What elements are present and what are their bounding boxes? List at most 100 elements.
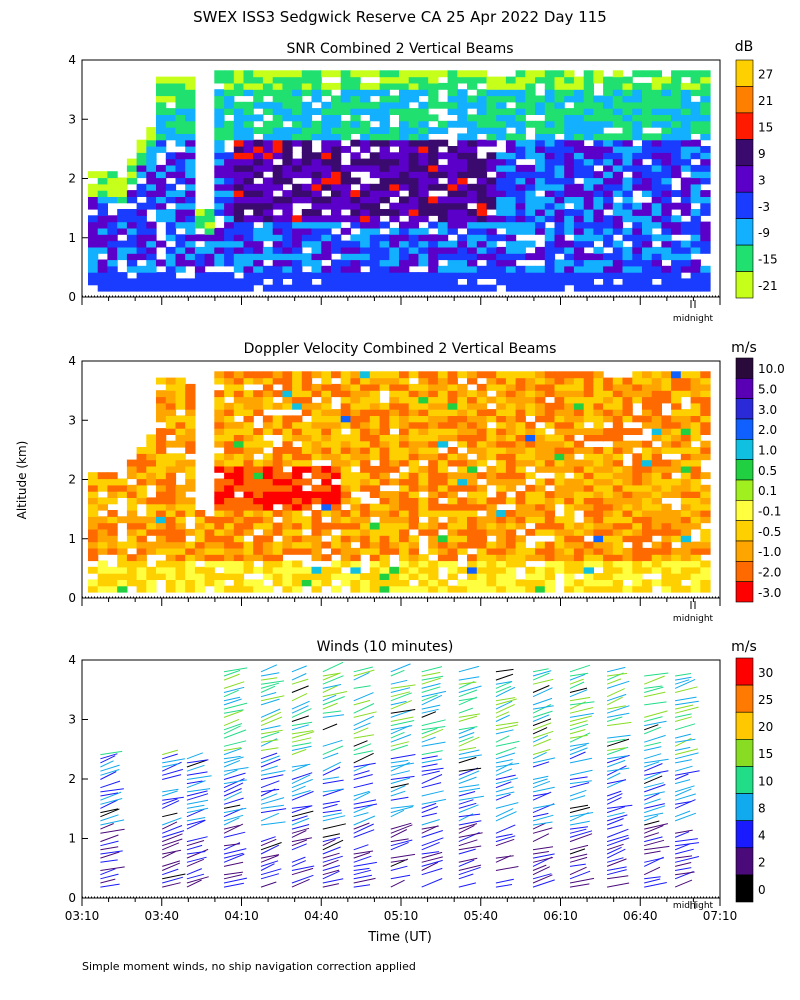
heatmap-cell xyxy=(447,202,458,210)
heatmap-cell xyxy=(622,560,633,568)
heatmap-cell xyxy=(612,253,624,261)
heatmap-cell xyxy=(214,579,225,587)
heatmap-cell xyxy=(583,177,594,185)
heatmap-cell xyxy=(311,227,322,235)
heatmap-cell xyxy=(437,120,449,128)
colorbar-label: 3.0 xyxy=(758,403,777,417)
heatmap-cell xyxy=(340,171,351,179)
heatmap-cell xyxy=(214,491,225,498)
heatmap-cell xyxy=(622,465,633,473)
heatmap-cell xyxy=(690,272,701,279)
heatmap-cell xyxy=(418,402,429,410)
heatmap-cell xyxy=(379,89,390,97)
wind-barb xyxy=(675,842,700,847)
heatmap-cell xyxy=(632,240,643,248)
heatmap-cell xyxy=(185,484,196,492)
heatmap-cell xyxy=(554,76,565,84)
heatmap-cell xyxy=(583,396,594,404)
heatmap-cell xyxy=(544,371,556,379)
heatmap-cell xyxy=(690,383,701,391)
heatmap-cell xyxy=(292,127,303,134)
heatmap-cell xyxy=(204,573,215,580)
heatmap-cell xyxy=(224,70,235,78)
heatmap-cell xyxy=(447,82,458,90)
heatmap-cell xyxy=(369,560,381,568)
heatmap-cell xyxy=(651,415,662,423)
heatmap-cell xyxy=(428,127,439,134)
heatmap-cell xyxy=(525,566,536,574)
heatmap-cell xyxy=(573,246,585,254)
heatmap-cell xyxy=(486,566,497,574)
heatmap-cell xyxy=(486,428,497,435)
heatmap-cell xyxy=(224,585,235,593)
heatmap-cell xyxy=(282,510,293,517)
wind-barb xyxy=(421,767,444,772)
wind-barb xyxy=(644,691,666,698)
heatmap-cell xyxy=(214,272,225,279)
heatmap-cell xyxy=(515,409,526,416)
heatmap-cell xyxy=(437,541,449,549)
heatmap-cell xyxy=(437,171,449,179)
heatmap-cell xyxy=(214,560,225,568)
heatmap-cell xyxy=(418,196,429,204)
heatmap-cell xyxy=(505,465,517,473)
heatmap-cell xyxy=(379,177,390,185)
wind-barb xyxy=(291,805,313,809)
heatmap-cell xyxy=(642,503,653,511)
heatmap-cell xyxy=(690,221,701,229)
heatmap-cell xyxy=(369,259,381,267)
wind-barb xyxy=(223,843,241,847)
heatmap-cell xyxy=(107,177,118,185)
heatmap-cell xyxy=(408,215,419,223)
heatmap-cell xyxy=(253,215,264,223)
snr-midnight-label: midnight xyxy=(673,314,714,324)
heatmap-cell xyxy=(360,133,371,141)
heatmap-cell xyxy=(505,554,517,562)
heatmap-cell xyxy=(661,152,672,160)
heatmap-cell xyxy=(156,76,167,84)
heatmap-cell xyxy=(603,390,614,398)
heatmap-cell xyxy=(272,127,283,134)
heatmap-cell xyxy=(331,459,342,467)
heatmap-cell xyxy=(262,158,274,166)
heatmap-cell xyxy=(583,202,594,210)
heatmap-cell xyxy=(214,440,225,448)
heatmap-cell xyxy=(331,453,342,461)
wind-barb xyxy=(607,779,627,785)
heatmap-cell xyxy=(573,139,585,147)
wind-barb xyxy=(186,788,211,793)
heatmap-cell xyxy=(243,101,254,109)
heatmap-cell xyxy=(544,478,556,486)
heatmap-cell xyxy=(467,215,478,223)
heatmap-cell xyxy=(165,183,177,191)
heatmap-cell xyxy=(136,528,147,536)
heatmap-cell xyxy=(369,164,381,172)
wind-barb xyxy=(291,774,311,785)
heatmap-cell xyxy=(369,152,381,160)
heatmap-cell xyxy=(418,82,429,90)
wind-barb xyxy=(532,803,555,809)
heatmap-cell xyxy=(680,465,692,473)
heatmap-cell xyxy=(447,371,458,379)
heatmap-cell xyxy=(301,70,313,78)
heatmap-cell xyxy=(583,585,594,593)
wind-barb xyxy=(260,682,280,689)
heatmap-cell xyxy=(457,459,468,467)
heatmap-cell xyxy=(603,491,614,498)
heatmap-cell xyxy=(535,402,546,410)
heatmap-cell xyxy=(214,89,225,97)
heatmap-cell xyxy=(233,177,245,185)
heatmap-cell xyxy=(671,371,682,379)
heatmap-cell xyxy=(428,560,439,568)
heatmap-cell xyxy=(583,215,594,223)
wind-barb xyxy=(390,684,416,689)
wind-barb xyxy=(569,720,588,727)
heatmap-cell xyxy=(262,415,274,423)
wind-barb xyxy=(607,755,627,760)
heatmap-cell xyxy=(573,82,585,90)
heatmap-cell xyxy=(340,202,351,210)
heatmap-cell xyxy=(457,440,468,448)
wind-barb xyxy=(495,752,516,760)
heatmap-cell xyxy=(476,158,488,166)
heatmap-cell xyxy=(350,516,361,524)
